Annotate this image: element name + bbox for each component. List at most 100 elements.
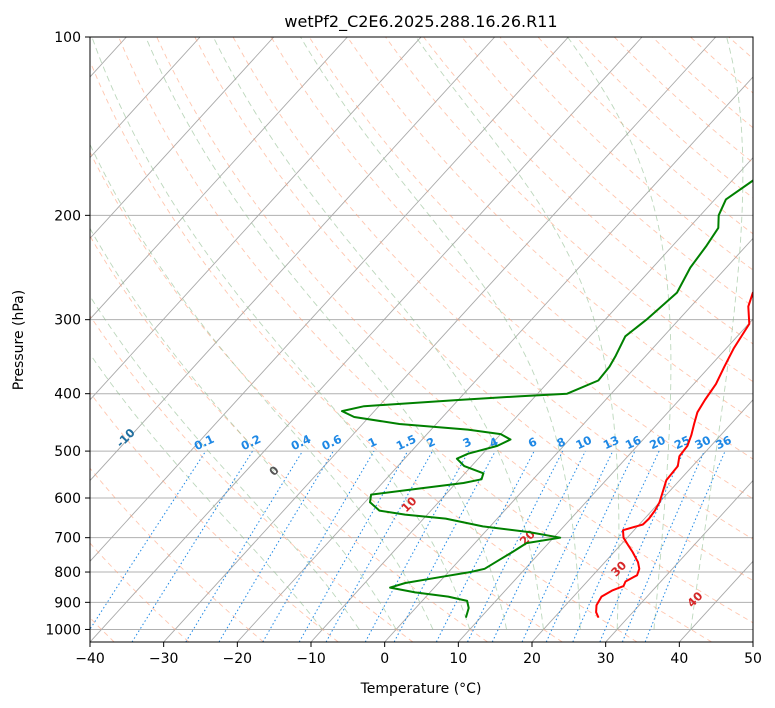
mixing-ratio-label: 0.6 (320, 432, 344, 453)
mixing-ratio-label: 0.1 (192, 432, 216, 453)
isotherm-line (752, 641, 753, 642)
mixing-ratio-line (599, 450, 685, 642)
mixing-ratio-line (364, 450, 470, 642)
dry-adiabat-line (90, 467, 264, 642)
isotherm-line (458, 318, 753, 642)
mixing-ratio-label: 30 (692, 433, 712, 452)
y-tick-label: 900 (54, 595, 81, 611)
x-tick-label: 20 (523, 651, 541, 667)
dry-adiabat-line (270, 37, 753, 500)
mixing-ratio-label: 20 (647, 433, 667, 452)
x-tick-label: −40 (75, 651, 105, 667)
dry-adiabat-line (461, 37, 753, 308)
x-axis: −40 −30 −20 −10 0 10 20 30 40 50 (75, 642, 762, 667)
y-tick-label: 1000 (45, 622, 81, 638)
moist-adiabat-label: 40 (684, 589, 705, 610)
moist-adiabat-line (90, 143, 434, 630)
mixing-ratio-line (572, 450, 660, 642)
dry-adiabat-line (90, 235, 488, 642)
x-tick-label: 50 (744, 651, 762, 667)
mixing-ratio-label: 13 (601, 433, 621, 452)
mixing-ratio-line (185, 450, 304, 642)
isotherm-line (237, 76, 753, 642)
y-tick-label: 300 (54, 313, 81, 329)
dewpoint-profile-line (341, 179, 753, 618)
dry-adiabat-line (613, 37, 753, 164)
dry-adiabat-line (90, 151, 563, 642)
isotherm-line (90, 37, 275, 240)
x-tick-label: 40 (670, 651, 688, 667)
isotherm-line (163, 37, 717, 642)
mixing-ratio-label: 0.2 (239, 432, 263, 453)
y-axis-label: Pressure (hPa) (11, 290, 27, 390)
dry-adiabat-line (347, 37, 753, 421)
x-tick-label: −30 (149, 651, 179, 667)
mixing-ratio-line (644, 450, 726, 642)
moist-adiabat-line (91, 37, 471, 630)
dry-adiabat-line (728, 37, 753, 60)
y-tick-label: 700 (54, 531, 81, 547)
isotherm-line (90, 37, 201, 159)
moist-adiabat-label: 30 (608, 558, 629, 579)
mixing-ratio-line (467, 450, 564, 642)
moist-adiabat-line (690, 37, 744, 630)
moist-adiabat-line (90, 295, 360, 630)
mixing-ratio-line (325, 450, 433, 642)
moist-adiabat-line (300, 37, 581, 630)
isotherm-line (90, 37, 348, 320)
dry-adiabat-line (194, 37, 753, 582)
mixing-ratio-line (218, 450, 334, 642)
dry-adiabat-line (156, 37, 753, 624)
moist-adiabat-line (567, 37, 672, 630)
temperature-profile-line (595, 291, 753, 619)
isotherm-line (90, 37, 643, 642)
mixing-ratio-line (621, 450, 705, 642)
dry-adiabat-line (232, 37, 753, 540)
x-tick-label: −10 (296, 651, 326, 667)
mixing-ratio-line (262, 450, 375, 642)
mixing-ratio-label: 8 (554, 434, 567, 450)
y-tick-label: 100 (54, 30, 81, 46)
x-axis-label: Temperature (°C) (360, 681, 482, 697)
moist-adiabat-label: 10 (398, 494, 419, 515)
y-axis: 100 200 300 400 500 600 700 800 900 1000 (45, 30, 90, 638)
moist-adiabat-line (90, 227, 397, 630)
mixing-ratio-label: 10 (574, 433, 594, 452)
y-tick-label: 500 (54, 444, 81, 460)
isotherm-line (605, 479, 753, 642)
dry-adiabat-line (90, 391, 339, 642)
plot-frame (89, 36, 754, 643)
isotherm-line (310, 156, 753, 642)
dry-adiabat-line (90, 542, 190, 642)
isotherm-line (531, 399, 753, 642)
isotherm-line (90, 37, 496, 482)
plot-area: 0.10.20.40.611.52346810131620253036-100-… (90, 37, 753, 642)
y-tick-label: 400 (54, 387, 81, 403)
isotherm-line (384, 237, 753, 642)
dry-adiabat-line (575, 37, 753, 199)
x-tick-label: 30 (597, 651, 615, 667)
x-tick-label: 0 (380, 651, 389, 667)
moist-adiabat-line (90, 353, 323, 630)
x-tick-label: −20 (223, 651, 253, 667)
mixing-ratio-label: 36 (713, 433, 733, 452)
mixing-ratio-line (545, 450, 636, 642)
mixing-ratio-line (90, 450, 207, 631)
mixing-ratio-line (131, 450, 254, 642)
dry-adiabat-line (90, 60, 638, 642)
y-tick-label: 200 (54, 208, 81, 224)
dry-adiabat-line (90, 314, 414, 642)
mixing-ratio-label: 0.4 (289, 432, 313, 453)
moist-adiabat-line (212, 37, 544, 630)
dry-adiabat-line (385, 37, 753, 383)
moist-adiabat-line (145, 37, 508, 630)
isotherm-line (90, 37, 422, 401)
mixing-ratio-label: 1.5 (394, 432, 418, 453)
isotherm-line (90, 37, 569, 562)
dry-adiabat-label: -10 (113, 426, 138, 451)
mixing-ratio-line (393, 450, 496, 642)
mixing-ratio-label: 3 (460, 434, 473, 450)
mixing-ratio-label: 1 (366, 434, 379, 450)
chart-title: wetPf2_C2E6.2025.288.16.26.R11 (284, 12, 557, 32)
